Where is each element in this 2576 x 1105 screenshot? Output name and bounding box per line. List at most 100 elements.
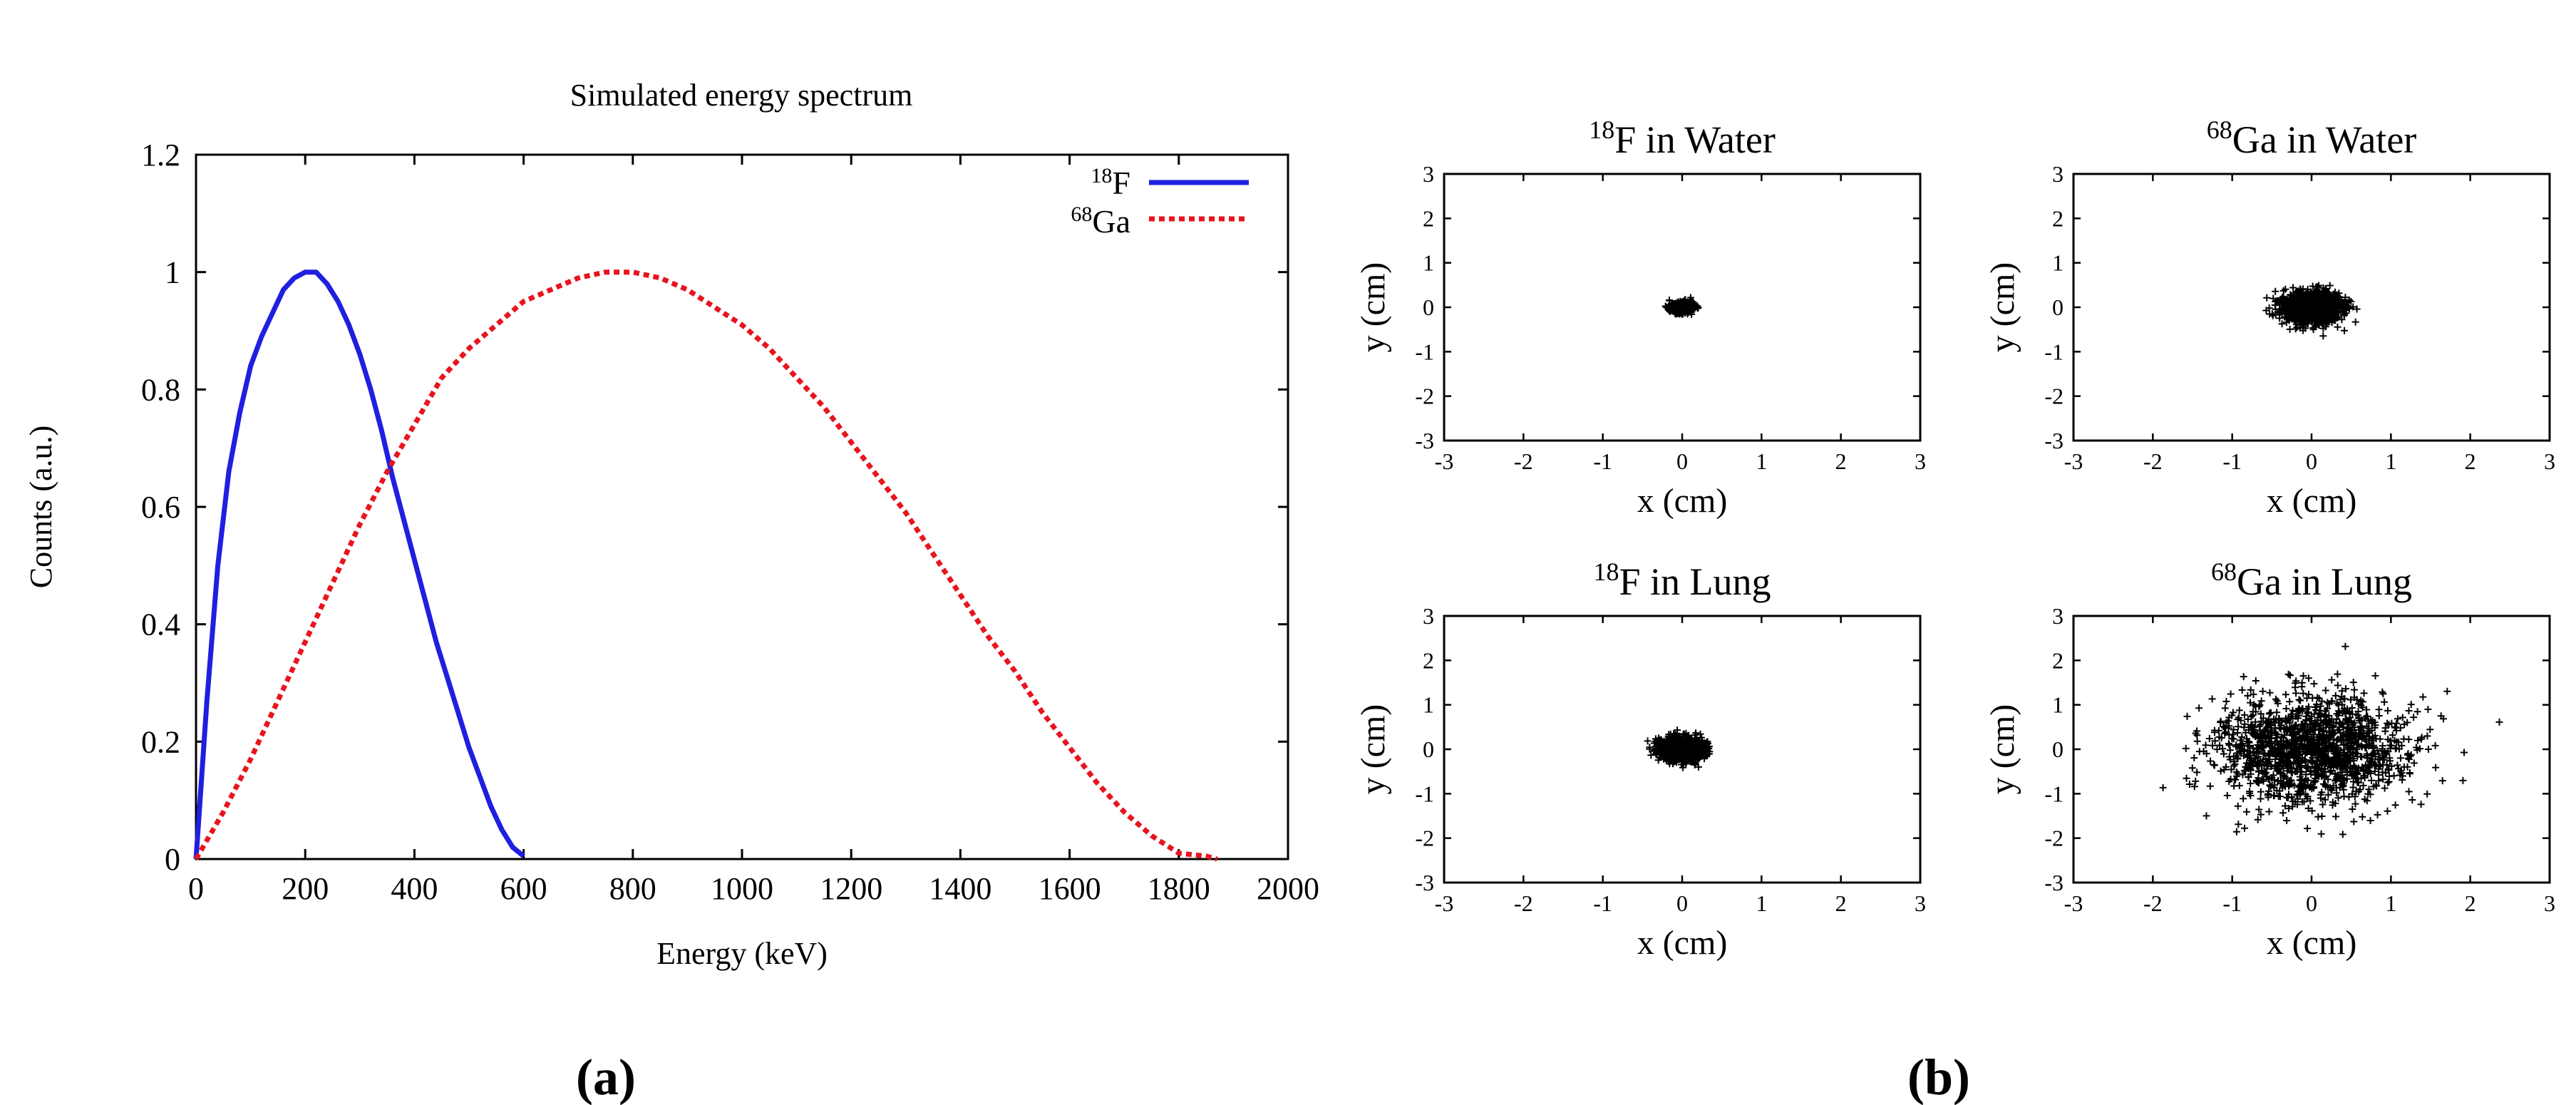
chart-a-xtick-label-10: 2000 — [1257, 871, 1319, 906]
scatter-1-xtick-label-2: -1 — [2222, 448, 2242, 474]
chart-a-xtick-label-9: 1800 — [1148, 871, 1210, 906]
chart-a-ytick-label-6: 1.2 — [141, 138, 180, 173]
scatter-3-ytick-label-2: -1 — [2044, 781, 2064, 806]
scatter-1-ytick-label-1: -2 — [2044, 384, 2064, 409]
scatter-0-title: 18F in Water — [1589, 115, 1776, 161]
scatter-3-xtick-label-4: 1 — [2385, 890, 2396, 916]
scatter-1-xtick-label-5: 2 — [2465, 448, 2476, 474]
scatter-3-ytick-label-3: 0 — [2052, 736, 2064, 762]
scatter-2-xtick-label-0: -3 — [1435, 890, 1454, 916]
scatter-3-title-text: Ga in Lung — [2237, 560, 2412, 603]
chart-a-ylabel: Counts (a.u.) — [24, 426, 58, 589]
scatter-1-ytick-label-0: -3 — [2044, 428, 2064, 453]
scatter-panel-ga68-lung: 68Ga in Lung -3-3 -2 -2 -1 -1 0 0 1 1 2 2 3 3 x (cm) y … — [1984, 557, 2555, 962]
scatter-1-ytick-label-5: 2 — [2052, 205, 2064, 231]
legend-ga68-mass: 68 — [1071, 202, 1092, 226]
scatter-3-points — [2159, 642, 2503, 838]
chart-a-legend: 18F 68Ga — [1071, 164, 1249, 240]
scatter-0-ytick-label-2: -1 — [1415, 339, 1434, 364]
scatter-3-xtick-label-2: -1 — [2222, 890, 2242, 916]
scatter-3-xtick-label-0: -3 — [2064, 890, 2083, 916]
scatter-0-ytick-label-1: -2 — [1415, 384, 1434, 409]
legend-ga68-element: Ga — [1092, 203, 1130, 240]
scatter-2-title-text: F in Lung — [1619, 560, 1771, 603]
scatter-3-xtick-label-3: 0 — [2306, 890, 2317, 916]
legend-entry-label-ga68: 68Ga — [1071, 202, 1130, 240]
chart-a-ytick-label-2: 0.4 — [141, 607, 180, 642]
scatter-1-xtick-label-4: 1 — [2385, 448, 2396, 474]
scatter-2-xtick-label-4: 1 — [1756, 890, 1767, 916]
legend-f18-mass: 18 — [1091, 164, 1112, 187]
scatter-2-ytick-label-2: -1 — [1415, 781, 1434, 806]
chart-a-ytick-label-5: 1 — [165, 255, 180, 290]
scatter-1-title-text: Ga in Water — [2232, 118, 2417, 161]
scatter-2-xtick-label-6: 3 — [1915, 890, 1926, 916]
chart-a-y-ticks: 0 0.2 0.4 0.6 0.8 1 1.2 — [141, 138, 1288, 877]
chart-a-xtick-label-3: 600 — [500, 871, 547, 906]
energy-spectrum-chart: Simulated energy spectrum 0 0.2 0.4 0.6 0.8 1… — [24, 78, 1319, 1105]
scatter-2-ytick-label-0: -3 — [1415, 870, 1434, 895]
scatter-0-xtick-label-3: 0 — [1676, 448, 1688, 474]
legend-f18-element: F — [1112, 165, 1130, 201]
scatter-3-xtick-label-5: 2 — [2465, 890, 2476, 916]
scatter-2-xtick-label-2: -1 — [1593, 890, 1612, 916]
scatter-2-xtick-label-3: 0 — [1676, 890, 1688, 916]
scatter-1-ytick-label-4: 1 — [2052, 250, 2064, 276]
scatter-1-title: 68Ga in Water — [2207, 115, 2417, 161]
scatter-3-ytick-label-5: 2 — [2052, 647, 2064, 673]
panel-a-label: (a) — [576, 1049, 636, 1105]
scatter-0-xtick-label-6: 3 — [1915, 448, 1926, 474]
scatter-1-xtick-label-0: -3 — [2064, 448, 2083, 474]
scatter-3-ylabel: y (cm) — [1984, 704, 2021, 795]
scatter-3-title: 68Ga in Lung — [2211, 557, 2412, 603]
chart-a-xlabel: Energy (keV) — [656, 936, 828, 971]
scatter-1-xtick-label-1: -2 — [2143, 448, 2163, 474]
chart-a-xtick-label-2: 400 — [391, 871, 438, 906]
chart-a-series-group — [193, 269, 1218, 862]
scatter-3-ytick-label-0: -3 — [2044, 870, 2064, 895]
scatter-1-points — [2262, 282, 2361, 340]
scatter-0-xtick-label-1: -2 — [1514, 448, 1533, 474]
scatter-2-ylabel: y (cm) — [1354, 704, 1392, 795]
scatter-1-xtick-label-6: 3 — [2544, 448, 2555, 474]
scatter-3-ytick-label-4: 1 — [2052, 692, 2064, 718]
scatter-0-xtick-label-4: 1 — [1756, 448, 1767, 474]
scatter-0-ytick-label-0: -3 — [1415, 428, 1434, 453]
scatter-3-title-mass: 68 — [2211, 557, 2237, 586]
chart-a-ytick-label-1: 0.2 — [141, 724, 180, 759]
scatter-1-ylabel: y (cm) — [1984, 262, 2021, 353]
scatter-1-ytick-label-6: 3 — [2052, 161, 2064, 187]
scatter-1-ytick-label-3: 0 — [2052, 294, 2064, 320]
scatter-1-xlabel: x (cm) — [2267, 482, 2357, 520]
scatter-0-xtick-label-2: -1 — [1593, 448, 1612, 474]
legend-entry-label-f18: 18F — [1091, 164, 1130, 201]
scatter-2-title: 18F in Lung — [1593, 557, 1771, 603]
scatter-3-ytick-label-6: 3 — [2052, 603, 2064, 629]
chart-a-x-ticks: 0 200 400 600 800 1000 1200 1400 1600 1800 2000 — [188, 155, 1319, 906]
chart-a-xtick-label-7: 1400 — [929, 871, 991, 906]
chart-a-xtick-label-1: 200 — [282, 871, 329, 906]
scatter-0-xtick-label-5: 2 — [1835, 448, 1847, 474]
scatter-0-ytick-label-5: 2 — [1423, 205, 1434, 231]
series-line-f18 — [193, 269, 525, 860]
chart-a-xtick-label-0: 0 — [188, 871, 204, 906]
scatter-2-points — [1644, 726, 1714, 771]
scatter-0-ylabel: y (cm) — [1354, 262, 1392, 353]
chart-a-xtick-label-6: 1200 — [820, 871, 882, 906]
scatter-0-ytick-label-6: 3 — [1423, 161, 1434, 187]
scatter-3-xlabel: x (cm) — [2267, 924, 2357, 962]
chart-a-ytick-label-0: 0 — [165, 842, 180, 877]
scatter-0-xtick-label-0: -3 — [1435, 448, 1454, 474]
scatter-1-xtick-label-3: 0 — [2306, 448, 2317, 474]
scatter-2-ytick-label-4: 1 — [1423, 692, 1434, 718]
chart-a-plot-frame — [195, 153, 1289, 860]
scatter-2-xtick-label-1: -2 — [1514, 890, 1533, 916]
chart-a-ytick-label-3: 0.6 — [141, 490, 180, 525]
scatter-2-ytick-label-5: 2 — [1423, 647, 1434, 673]
scatter-0-points — [1661, 294, 1702, 319]
scatter-0-title-mass: 18 — [1589, 115, 1614, 144]
scatter-0-ytick-label-3: 0 — [1423, 294, 1434, 320]
scatter-3-xtick-label-1: -2 — [2143, 890, 2163, 916]
